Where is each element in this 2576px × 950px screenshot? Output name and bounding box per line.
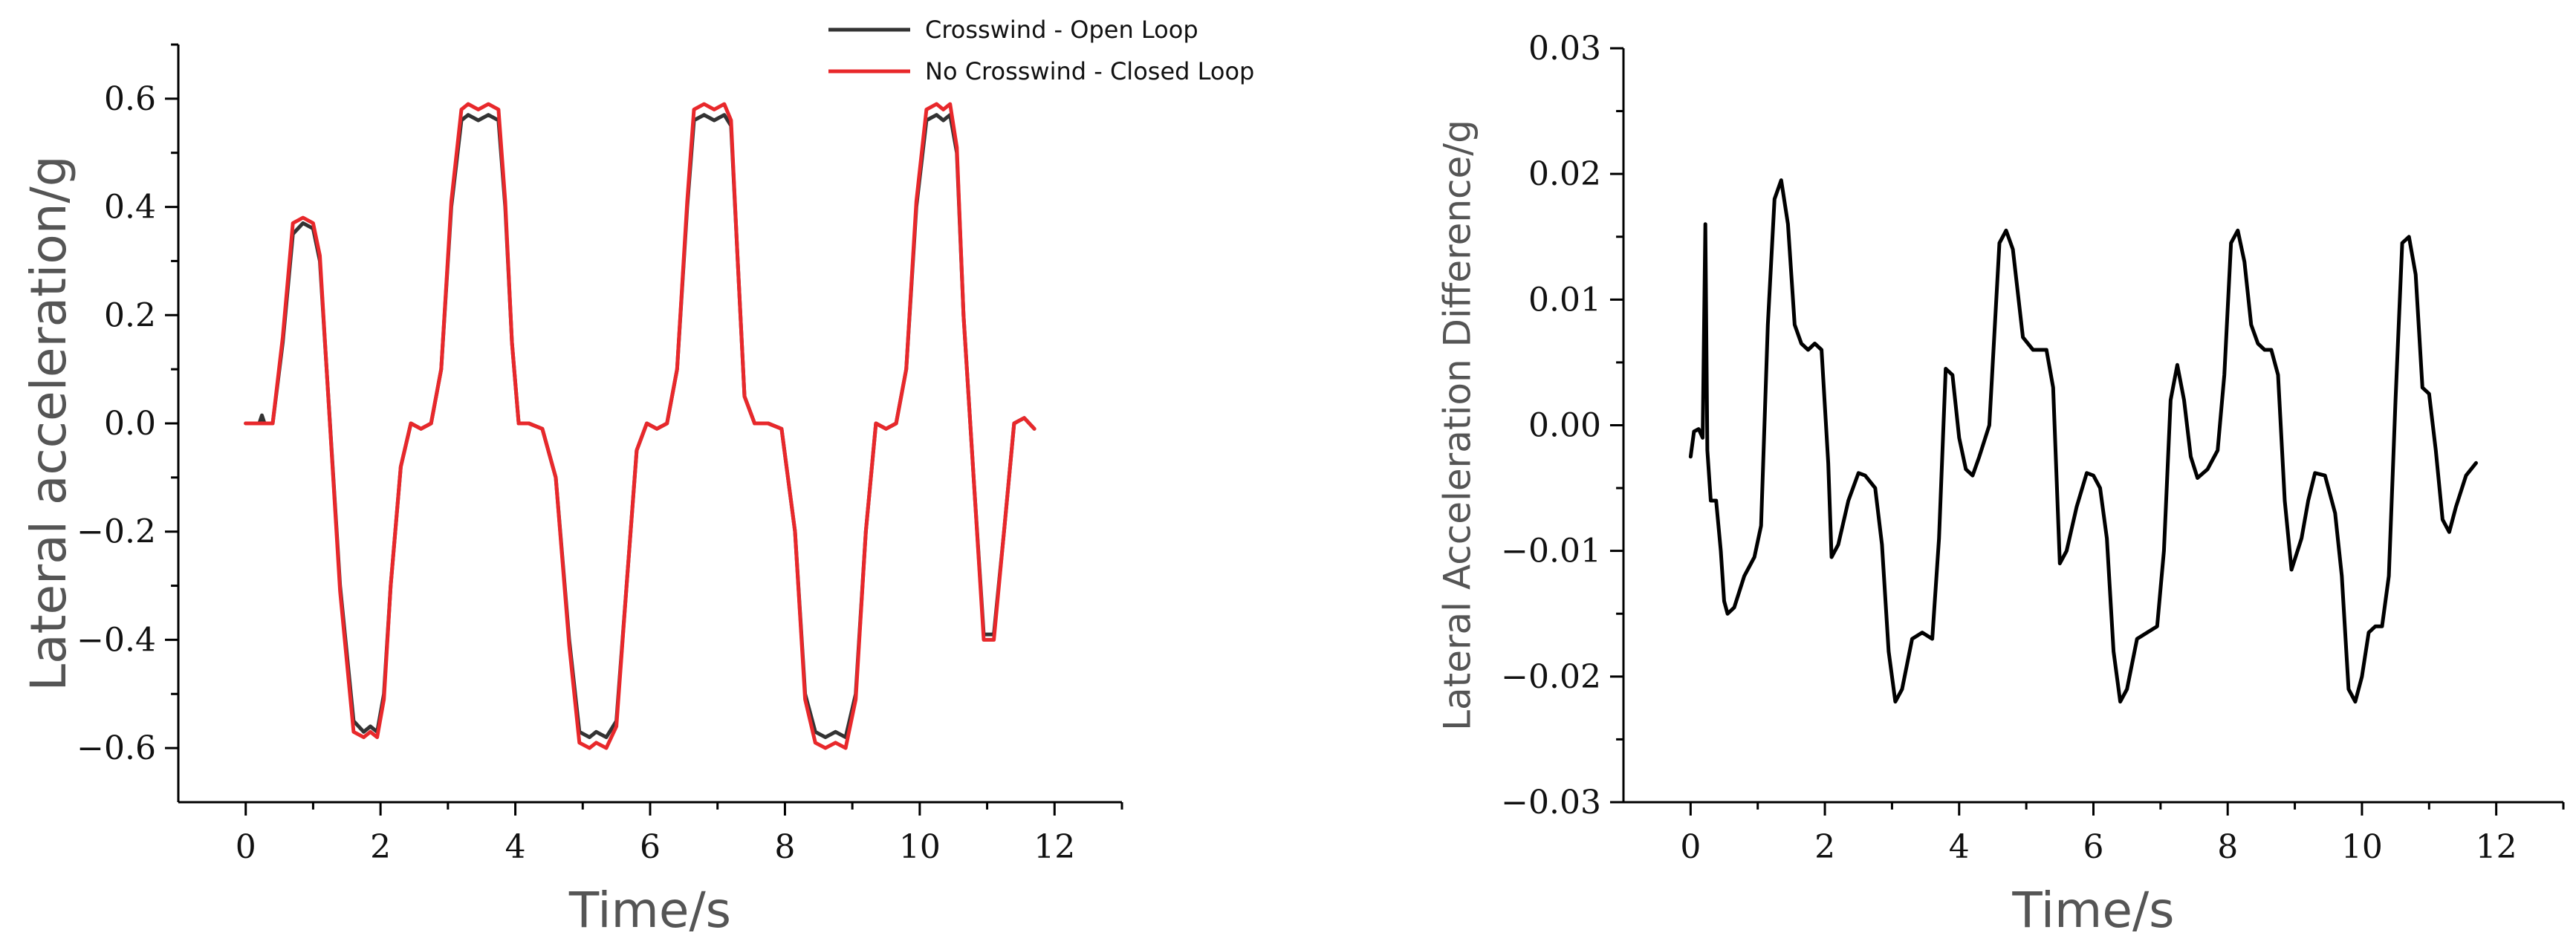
x-tick-label: 10 [2341, 828, 2383, 866]
x-tick-label: 10 [899, 828, 941, 866]
x-tick-label: 8 [774, 828, 795, 866]
legend-label: Crosswind - Open Loop [925, 16, 1198, 44]
y-tick-label: 0.0 [104, 405, 156, 443]
x-axis-label: Time/s [568, 882, 731, 939]
y-tick-label: 0.4 [104, 189, 156, 227]
series-line-0 [1688, 178, 2478, 704]
x-tick-label: 2 [1814, 828, 1835, 866]
x-tick-label: 6 [2083, 828, 2104, 866]
y-tick-label: −0.03 [1501, 784, 1601, 822]
y-tick-label: −0.01 [1501, 533, 1601, 570]
x-tick-label: 4 [1949, 828, 1970, 866]
y-tick-label: 0.01 [1528, 281, 1601, 319]
y-axis-label: Lateral acceleration/g [20, 155, 77, 691]
series-line-1 [244, 102, 1036, 750]
x-tick-label: 6 [640, 828, 661, 866]
y-tick-label: −0.6 [77, 729, 156, 767]
y-tick-label: −0.2 [77, 513, 156, 551]
y-tick-label: 0.02 [1528, 155, 1601, 193]
legend-label: No Crosswind - Closed Loop [925, 57, 1254, 85]
x-tick-label: 4 [505, 828, 526, 866]
right-chart-panel: 0 2 4 6 8 10 12 −0.03 −0.02 −0.01 0.00 0.01 0.02 0.03… [1436, 30, 2565, 939]
y-tick-label: −0.02 [1501, 658, 1601, 696]
x-tick-label: 2 [370, 828, 391, 866]
y-tick-label: −0.4 [77, 621, 156, 659]
y-tick-label: 0.2 [104, 296, 156, 334]
x-tick-label: 12 [1034, 828, 1075, 866]
y-tick-label: 0.00 [1528, 407, 1601, 445]
x-tick-label: 0 [1680, 828, 1701, 866]
y-tick-label: 0.6 [104, 80, 156, 118]
x-axis-label: Time/s [2011, 882, 2174, 939]
x-tick-label: 0 [236, 828, 256, 866]
y-tick-label: 0.03 [1528, 30, 1601, 68]
y-axis-label: Lateral Acceleration Difference/g [1436, 120, 1479, 731]
left-chart-panel: 0 2 4 6 8 10 12 −0.6 −0.4 −0.2 0.0 0.2 0.4 0.6 Time/s L… [20, 16, 1254, 939]
x-tick-label: 12 [2476, 828, 2517, 866]
x-tick-label: 8 [2217, 828, 2238, 866]
